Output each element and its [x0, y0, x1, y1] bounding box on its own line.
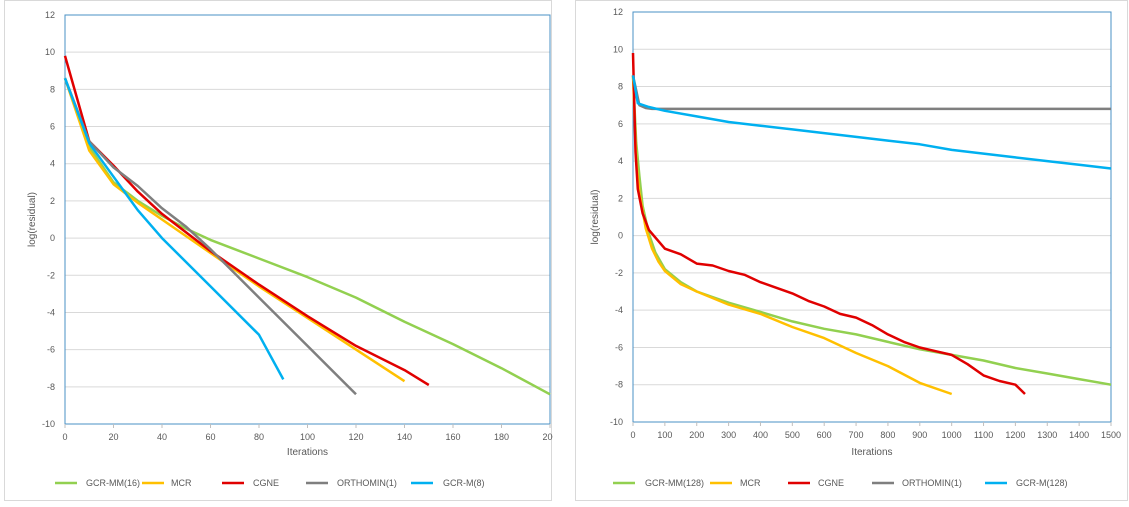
y-tick-label: 4 — [618, 156, 623, 166]
legend-label: ORTHOMIN(1) — [902, 478, 962, 488]
series-line-gcr-mm-128 — [633, 75, 1111, 384]
legend-label: MCR — [171, 478, 192, 488]
y-tick-label: 8 — [618, 82, 623, 92]
x-tick-label: 500 — [785, 430, 800, 440]
y-tick-label: -4 — [47, 307, 55, 317]
series-line-orthomin-1 — [65, 78, 356, 394]
x-tick-label: 20 — [108, 432, 118, 442]
legend-label: MCR — [740, 478, 761, 488]
y-tick-label: -8 — [47, 382, 55, 392]
y-tick-label: 0 — [618, 231, 623, 241]
legend-label: GCR-MM(16) — [86, 478, 140, 488]
x-tick-label: 1000 — [942, 430, 962, 440]
y-tick-label: 6 — [618, 119, 623, 129]
x-tick-label: 1400 — [1069, 430, 1089, 440]
y-tick-label: -4 — [615, 305, 623, 315]
legend-label: GCR-M(8) — [443, 478, 485, 488]
chart-panel-right: -10 -8 -6 -4 -2 0 2 4 6 8 10 12 0 100 200 300 400 500 600 7… — [575, 0, 1128, 501]
y-tick-label: -10 — [610, 417, 623, 427]
x-tick-label: 1100 — [974, 430, 993, 440]
x-tick-label: 900 — [912, 430, 927, 440]
x-tick-label: 400 — [753, 430, 768, 440]
x-tick-label: 1200 — [1005, 430, 1025, 440]
y-tick-label: 8 — [50, 84, 55, 94]
y-axis-title: log(residual) — [27, 192, 38, 247]
legend-label: GCR-MM(128) — [645, 478, 704, 488]
chart-right-svg: -10 -8 -6 -4 -2 0 2 4 6 8 10 12 0 100 200 300 400 500 600 7… — [576, 1, 1129, 502]
series-line-gcr-m-128 — [633, 75, 1111, 168]
y-tick-label: -2 — [615, 268, 623, 278]
x-tick-label: 120 — [348, 432, 363, 442]
y-tick-label: 6 — [50, 122, 55, 132]
x-tick-label: 100 — [657, 430, 672, 440]
y-tick-label: 12 — [613, 7, 623, 17]
legend-label: CGNE — [818, 478, 844, 488]
legend-label: GCR-M(128) — [1016, 478, 1068, 488]
plot-area-border — [65, 15, 550, 424]
series-line-cgne — [633, 53, 1025, 394]
y-tick-label: 2 — [50, 196, 55, 206]
chart-panel-left: -10 -8 -6 -4 -2 0 2 4 6 8 10 12 0 20 40 60 80 100 120 140 16… — [4, 0, 552, 501]
x-tick-label: 40 — [157, 432, 167, 442]
x-tick-label: 300 — [721, 430, 736, 440]
x-tick-label: 1300 — [1037, 430, 1057, 440]
y-tick-label: -2 — [47, 270, 55, 280]
y-tick-label: 2 — [618, 193, 623, 203]
x-tick-label: 140 — [397, 432, 412, 442]
x-tick-label: 200 — [689, 430, 704, 440]
y-tick-label: 0 — [50, 233, 55, 243]
x-tick-label: 0 — [62, 432, 67, 442]
x-tick-label: 60 — [205, 432, 215, 442]
x-tick-label: 0 — [630, 430, 635, 440]
y-tick-label: 12 — [45, 10, 55, 20]
legend-label: ORTHOMIN(1) — [337, 478, 397, 488]
y-axis-title: log(residual) — [590, 189, 601, 244]
x-tick-label: 700 — [849, 430, 864, 440]
series-line-mcr — [65, 78, 405, 381]
x-tick-label: 1500 — [1101, 430, 1121, 440]
x-tick-label: 100 — [300, 432, 315, 442]
x-axis-title: Iterations — [851, 447, 892, 458]
x-tick-label: 80 — [254, 432, 264, 442]
series-line-orthomin-1 — [633, 75, 1111, 109]
y-tick-label: 10 — [45, 47, 55, 57]
y-tick-label: 10 — [613, 44, 623, 54]
y-tick-label: -10 — [42, 419, 55, 429]
y-tick-label: -6 — [47, 345, 55, 355]
x-tick-label: 200 — [542, 432, 553, 442]
x-tick-label: 160 — [445, 432, 460, 442]
series-line-cgne — [65, 56, 429, 385]
x-tick-label: 600 — [817, 430, 832, 440]
x-tick-label: 800 — [880, 430, 895, 440]
y-tick-label: -6 — [615, 342, 623, 352]
x-axis-title: Iterations — [287, 447, 328, 458]
y-tick-label: -8 — [615, 380, 623, 390]
y-tick-label: 4 — [50, 159, 55, 169]
legend-label: CGNE — [253, 478, 279, 488]
x-tick-label: 180 — [494, 432, 509, 442]
